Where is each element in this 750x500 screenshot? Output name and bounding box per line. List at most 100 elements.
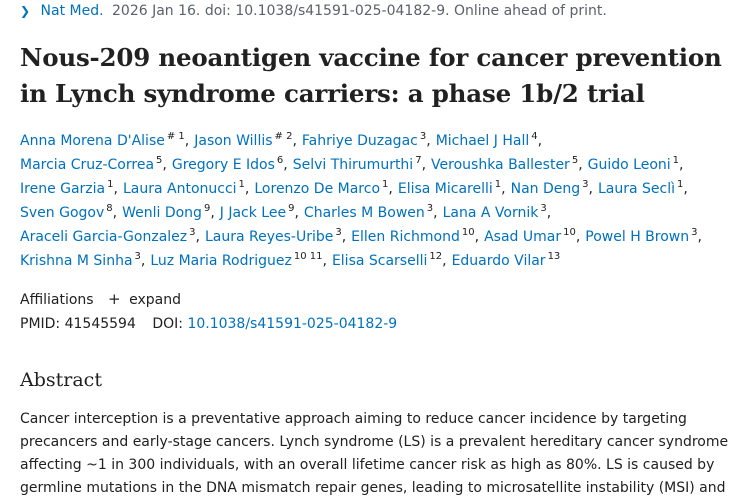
author-item: Lorenzo De Marco 1, bbox=[254, 179, 397, 198]
affiliation-number[interactable]: 3 bbox=[540, 203, 547, 214]
author-separator: , bbox=[210, 205, 215, 221]
affiliation-number[interactable]: 3 bbox=[134, 251, 141, 262]
author-name-link[interactable]: Selvi Thirumurthi bbox=[292, 157, 414, 173]
author-separator: , bbox=[575, 229, 581, 245]
affiliation-number[interactable]: 10 bbox=[563, 227, 576, 238]
author-name-link[interactable]: Laura Seclì bbox=[597, 181, 675, 197]
author-item: Irene Garzia 1, bbox=[20, 179, 123, 198]
author-separator: , bbox=[683, 181, 688, 197]
authors-row: Marcia Cruz-Correa 5, Gregory E Idos 6, Selv… bbox=[20, 153, 745, 177]
author-item: Charles M Bowen 3, bbox=[303, 203, 443, 222]
author-separator: , bbox=[426, 133, 431, 149]
affiliation-number[interactable]: 1 bbox=[494, 179, 502, 190]
author-item: Elisa Scarselli 12, bbox=[331, 251, 452, 270]
affiliations-label: Affiliations bbox=[20, 292, 94, 308]
author-name-link[interactable]: Nan Deng bbox=[510, 181, 581, 197]
author-separator: , bbox=[112, 205, 118, 221]
affiliation-number[interactable]: 6 bbox=[276, 155, 284, 166]
citation-line: ❯ Nat Med. 2026 Jan 16. doi: 10.1038/s41… bbox=[20, 3, 607, 19]
author-name-link[interactable]: Luz Maria Rodriguez bbox=[150, 253, 292, 269]
journal-link[interactable]: Nat Med. bbox=[40, 3, 104, 19]
affiliation-number[interactable]: 5 bbox=[156, 155, 163, 166]
author-name-link[interactable]: Anna Morena D'Alise bbox=[20, 133, 165, 149]
author-item: Guido Leoni 1, bbox=[587, 155, 689, 174]
affiliation-number[interactable]: 1 bbox=[382, 179, 389, 190]
chevron-right-icon[interactable]: ❯ bbox=[20, 4, 31, 18]
author-item: Luz Maria Rodriguez 10 11, bbox=[150, 251, 332, 270]
author-name-link[interactable]: Powel H Brown bbox=[585, 229, 690, 245]
affiliation-number[interactable]: 1 bbox=[238, 179, 245, 190]
author-separator: , bbox=[195, 229, 200, 245]
plus-icon[interactable]: + bbox=[108, 290, 121, 308]
author-item: Marcia Cruz-Correa 5, bbox=[20, 155, 172, 174]
author-name-link[interactable]: Michael J Hall bbox=[435, 133, 530, 149]
affiliation-number[interactable]: 3 bbox=[582, 179, 589, 190]
author-item: Lana A Vornik 3, bbox=[442, 203, 557, 222]
author-name-link[interactable]: Sven Gogov bbox=[20, 205, 105, 221]
expand-label[interactable]: expand bbox=[129, 292, 181, 308]
author-separator: , bbox=[162, 157, 167, 173]
affiliation-number[interactable]: 13 bbox=[547, 251, 561, 262]
abstract-body: Cancer interception is a preventative ap… bbox=[20, 408, 732, 500]
author-separator: , bbox=[341, 229, 347, 245]
author-name-link[interactable]: Laura Antonucci bbox=[122, 181, 237, 197]
author-name-link[interactable]: Elisa Micarelli bbox=[397, 181, 493, 197]
affiliation-number[interactable]: 3 bbox=[419, 131, 427, 142]
affiliation-number[interactable]: 7 bbox=[415, 155, 422, 166]
affiliation-number[interactable]: 8 bbox=[106, 203, 113, 214]
author-item: Nan Deng 3, bbox=[510, 179, 598, 198]
abstract-text: Cancer interception is a preventative ap… bbox=[20, 411, 729, 496]
author-separator: , bbox=[294, 205, 299, 221]
author-item: J Jack Lee 9, bbox=[219, 203, 304, 222]
affiliation-number[interactable]: 5 bbox=[571, 155, 579, 166]
affiliation-number[interactable]: 1 bbox=[107, 179, 114, 190]
affiliation-number[interactable]: 10 11 bbox=[293, 251, 323, 262]
author-name-link[interactable]: Fahriye Duzagac bbox=[301, 133, 418, 149]
author-name-link[interactable]: Elisa Scarselli bbox=[331, 253, 428, 269]
author-name-link[interactable]: Krishna M Sinha bbox=[20, 253, 133, 269]
affiliation-number[interactable]: 4 bbox=[531, 131, 538, 142]
doi-link[interactable]: 10.1038/s41591-025-04182-9 bbox=[187, 316, 398, 332]
author-name-link[interactable]: J Jack Lee bbox=[219, 205, 287, 221]
affiliation-number[interactable]: 3 bbox=[691, 227, 698, 238]
doi-label: DOI: bbox=[152, 316, 183, 332]
affiliation-number[interactable]: 10 bbox=[461, 227, 475, 238]
affiliation-number[interactable]: 9 bbox=[288, 203, 295, 214]
author-separator: , bbox=[697, 229, 702, 245]
affiliation-number[interactable]: 3 bbox=[189, 227, 196, 238]
author-name-link[interactable]: Laura Reyes-Uribe bbox=[204, 229, 334, 245]
authors-row: Krishna M Sinha 3, Luz Maria Rodriguez 10 1… bbox=[20, 249, 745, 273]
author-name-link[interactable]: Veroushka Ballester bbox=[431, 157, 570, 173]
author-name-link[interactable]: Wenli Dong bbox=[122, 205, 202, 221]
author-separator: , bbox=[322, 253, 327, 269]
author-name-link[interactable]: Charles M Bowen bbox=[303, 205, 425, 221]
author-item: Powel H Brown 3, bbox=[585, 227, 707, 246]
affiliation-number[interactable]: 9 bbox=[203, 203, 211, 214]
article-title: Nous-209 neoantigen vaccine for cancer p… bbox=[20, 43, 722, 108]
authors-row: Irene Garzia 1, Laura Antonucci 1, Lorenzo D… bbox=[20, 177, 745, 201]
author-name-link[interactable]: Guido Leoni bbox=[587, 157, 671, 173]
author-separator: , bbox=[679, 157, 684, 173]
affiliation-number[interactable]: 1 bbox=[672, 155, 680, 166]
affiliation-number[interactable]: # 1 bbox=[166, 131, 185, 142]
author-name-link[interactable]: Eduardo Vilar bbox=[451, 253, 546, 269]
author-name-link[interactable]: Lana A Vornik bbox=[442, 205, 539, 221]
affiliation-number[interactable]: 3 bbox=[335, 227, 342, 238]
author-name-link[interactable]: Irene Garzia bbox=[20, 181, 106, 197]
author-name-link[interactable]: Lorenzo De Marco bbox=[254, 181, 381, 197]
affiliation-number[interactable]: 12 bbox=[429, 251, 443, 262]
affiliations-toggle[interactable]: Affiliations + expand bbox=[20, 290, 181, 308]
author-separator: , bbox=[442, 253, 447, 269]
affiliation-number[interactable]: 3 bbox=[426, 203, 434, 214]
author-name-link[interactable]: Ellen Richmond bbox=[351, 229, 460, 245]
author-item: Selvi Thirumurthi 7, bbox=[292, 155, 431, 174]
author-name-link[interactable]: Asad Umar bbox=[484, 229, 562, 245]
author-name-link[interactable]: Gregory E Idos bbox=[171, 157, 275, 173]
author-separator: , bbox=[184, 133, 190, 149]
author-name-link[interactable]: Marcia Cruz-Correa bbox=[20, 157, 155, 173]
author-name-link[interactable]: Jason Willis bbox=[194, 133, 273, 149]
author-name-link[interactable]: Araceli Garcia-Gonzalez bbox=[20, 229, 188, 245]
author-item: Elisa Micarelli 1, bbox=[397, 179, 511, 198]
affiliation-number[interactable]: 1 bbox=[676, 179, 684, 190]
affiliation-number[interactable]: # 2 bbox=[274, 131, 293, 142]
